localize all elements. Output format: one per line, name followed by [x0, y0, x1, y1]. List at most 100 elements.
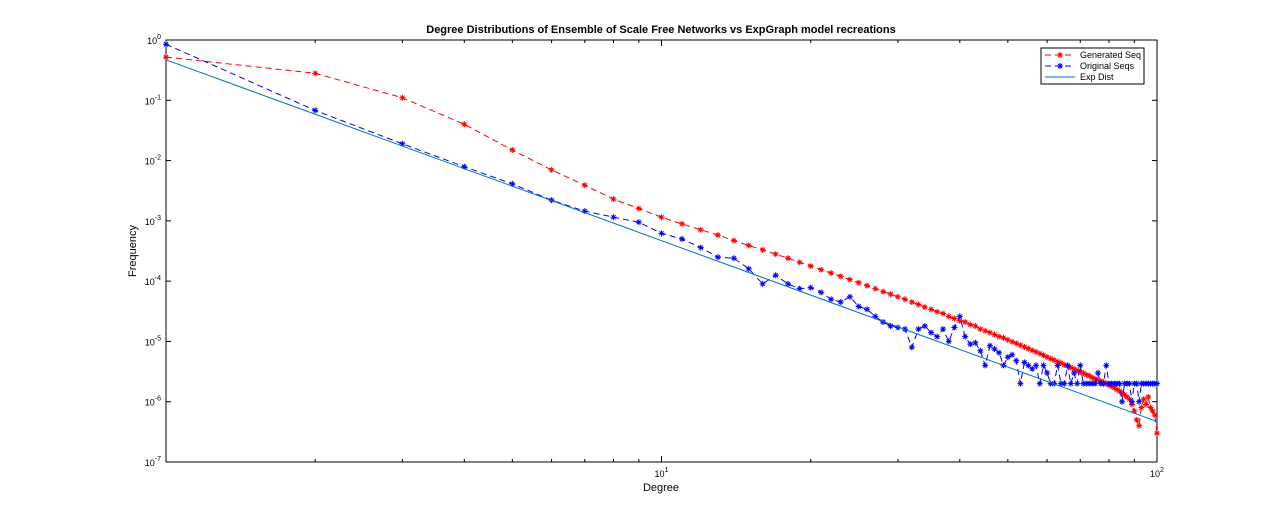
data-point-generated-seq	[1136, 422, 1143, 429]
data-point-generated-seq-glyph	[921, 304, 928, 311]
data-point-original-seqs	[312, 107, 319, 114]
data-point-generated-seq	[1004, 336, 1011, 343]
data-point-generated-seq-glyph	[1113, 386, 1120, 393]
data-point-original-seqs	[1044, 369, 1051, 376]
data-point-original-seqs	[1154, 380, 1160, 387]
data-point-original-seqs-glyph	[163, 41, 169, 48]
data-point-generated-seq-glyph	[1040, 352, 1047, 359]
data-point-original-seqs	[399, 140, 406, 147]
data-point-generated-seq-glyph	[1071, 365, 1078, 372]
data-point-generated-seq-glyph	[1131, 408, 1138, 415]
x-tick-label-exp: 2	[1160, 467, 1164, 474]
data-point-generated-seq	[1124, 393, 1131, 400]
data-point-generated-seq-glyph	[548, 166, 555, 173]
data-point-original-seqs	[1057, 380, 1064, 387]
plot-area	[165, 39, 1158, 463]
data-point-generated-seq-glyph	[967, 321, 974, 328]
data-point-original-seqs-glyph	[956, 313, 963, 320]
y-tick-label-base: 10	[145, 337, 155, 347]
data-point-generated-seq	[1013, 340, 1020, 347]
data-point-original-seqs	[1054, 362, 1061, 369]
y-tick-label: 10-3	[145, 215, 161, 227]
data-point-generated-seq	[784, 255, 791, 262]
y-tick-label-exp: 0	[157, 34, 161, 41]
data-point-original-seqs	[697, 244, 704, 251]
data-point-original-seqs-glyph	[837, 299, 844, 306]
data-point-generated-seq	[977, 326, 984, 333]
data-point-generated-seq	[658, 214, 665, 221]
y-tick-label-exp: -3	[155, 215, 161, 222]
legend-marker-generated-seq-glyph	[1057, 52, 1063, 58]
data-point-original-seqs	[581, 208, 588, 215]
data-point-generated-seq	[928, 306, 935, 313]
data-point-generated-seq	[967, 321, 974, 328]
data-point-original-seqs-glyph	[1103, 362, 1110, 369]
data-point-original-seqs	[658, 230, 665, 237]
data-point-generated-seq	[1142, 401, 1149, 408]
data-point-generated-seq-glyph	[962, 319, 969, 326]
data-point-generated-seq	[1040, 352, 1047, 359]
data-point-original-seqs-glyph	[1128, 398, 1135, 405]
data-point-original-seqs	[996, 349, 1003, 356]
data-point-generated-seq-glyph	[610, 196, 617, 203]
data-point-generated-seq-glyph	[837, 273, 844, 280]
data-point-original-seqs	[887, 323, 894, 330]
data-point-original-seqs-glyph	[772, 272, 779, 279]
data-point-generated-seq-glyph	[784, 255, 791, 262]
data-point-original-seqs	[1077, 362, 1084, 369]
data-point-generated-seq	[1094, 376, 1101, 383]
y-tick-label-base: 10	[145, 398, 155, 408]
data-point-original-seqs-glyph	[1094, 369, 1101, 376]
data-point-original-seqs	[1092, 380, 1099, 387]
y-tick-label: 10-2	[145, 155, 161, 167]
data-point-generated-seq	[837, 273, 844, 280]
data-point-original-seqs-glyph	[1133, 380, 1140, 387]
y-tick-label-base: 10	[145, 157, 155, 167]
data-point-original-seqs-glyph	[1044, 369, 1051, 376]
data-point-original-seqs-glyph	[697, 244, 704, 251]
x-tick-label: 102	[1150, 467, 1164, 479]
data-point-original-seqs-glyph	[921, 323, 928, 330]
data-point-generated-seq	[1044, 354, 1051, 361]
data-point-original-seqs	[934, 333, 941, 340]
data-point-original-seqs	[1136, 398, 1143, 405]
data-point-original-seqs	[796, 285, 803, 292]
data-point-original-seqs	[1064, 362, 1071, 369]
data-point-original-seqs-glyph	[894, 324, 901, 331]
data-point-original-seqs-glyph	[1061, 380, 1068, 387]
legend-label-generated-seq: Generated Seq	[1080, 50, 1141, 60]
x-tick-label-base: 10	[1150, 469, 1160, 479]
data-point-generated-seq-glyph	[915, 301, 922, 308]
data-point-generated-seq	[1133, 416, 1140, 423]
y-tick-label: 10-5	[145, 335, 161, 347]
data-point-original-seqs-glyph	[887, 323, 894, 330]
data-point-original-seqs	[967, 341, 974, 348]
data-point-generated-seq-glyph	[1080, 369, 1087, 376]
data-point-original-seqs-glyph	[951, 324, 958, 331]
y-tick-label-exp: -2	[155, 155, 161, 162]
data-point-original-seqs	[610, 214, 617, 221]
data-point-original-seqs-glyph	[399, 140, 406, 147]
data-point-original-seqs	[679, 236, 686, 243]
data-point-original-seqs	[977, 347, 984, 354]
y-tick-label: 100	[147, 34, 161, 46]
data-point-original-seqs	[915, 326, 922, 333]
data-point-original-seqs	[945, 338, 952, 345]
data-point-generated-seq	[894, 293, 901, 300]
data-point-generated-seq	[1036, 350, 1043, 357]
data-point-generated-seq	[1147, 404, 1154, 411]
legend-marker-original-seqs-glyph	[1057, 63, 1063, 69]
data-point-generated-seq-glyph	[461, 121, 468, 128]
data-point-generated-seq	[1121, 391, 1128, 398]
data-point-generated-seq	[828, 270, 835, 277]
data-point-generated-seq-glyph	[714, 232, 721, 239]
data-point-original-seqs	[1119, 398, 1126, 405]
data-point-original-seqs-glyph	[945, 338, 952, 345]
data-point-original-seqs	[1128, 398, 1135, 405]
chart-title: Degree Distributions of Ensemble of Scal…	[426, 24, 895, 36]
data-point-generated-seq	[934, 308, 941, 315]
data-point-original-seqs	[1100, 380, 1107, 387]
data-point-original-seqs-glyph	[312, 107, 319, 114]
y-tick-label: 10-7	[145, 456, 161, 468]
y-tick-label-exp: -1	[155, 94, 161, 101]
